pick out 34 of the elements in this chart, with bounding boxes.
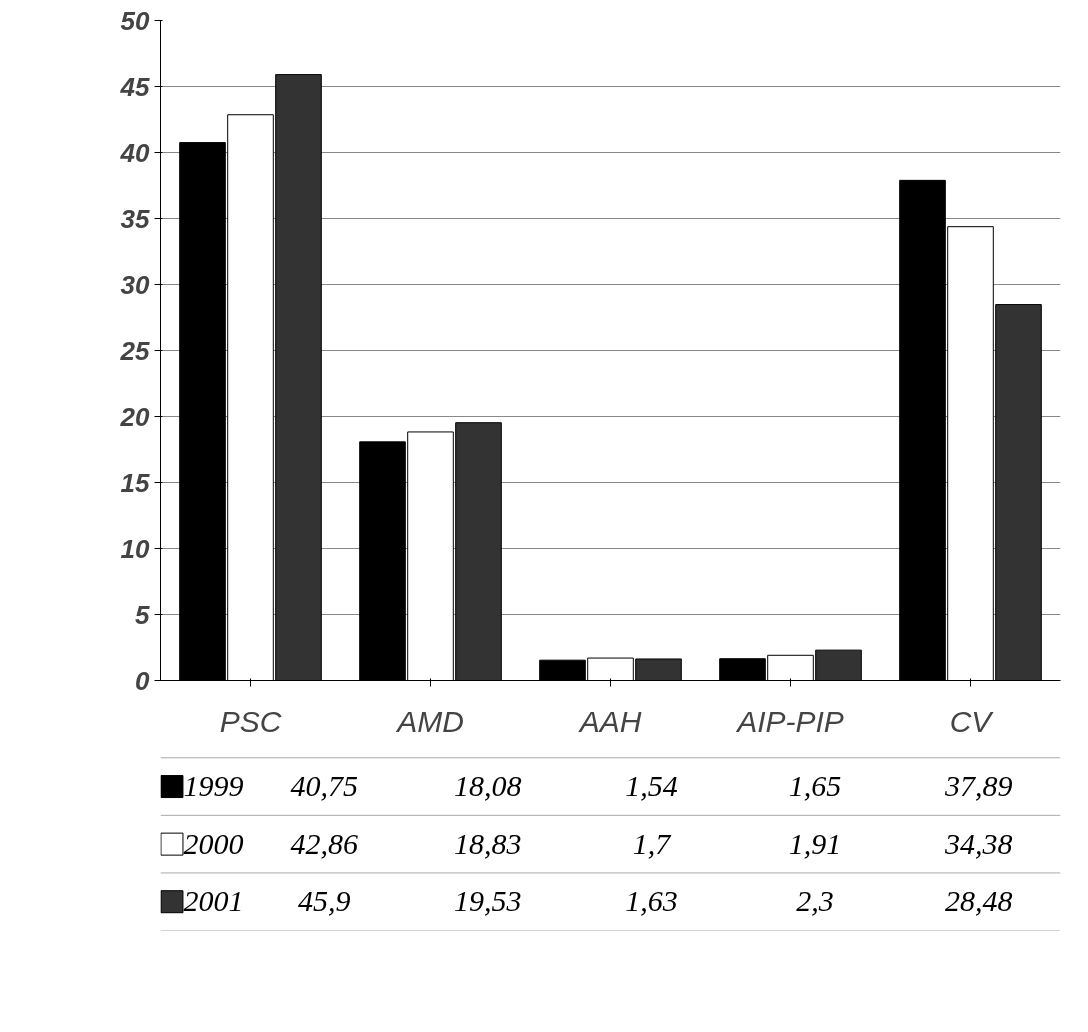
y-tick-label: 5 <box>135 599 151 630</box>
data-label: 1,65 <box>788 769 842 803</box>
legend-label: 2001 <box>183 884 244 918</box>
data-label: 2,3 <box>796 884 834 918</box>
data-label: 37,89 <box>943 769 1013 803</box>
y-tick-label: 0 <box>135 665 151 696</box>
data-label: 42,86 <box>290 826 358 860</box>
data-label: 34,38 <box>943 826 1013 860</box>
data-label: 19,53 <box>454 884 522 918</box>
y-tick-label: 30 <box>120 269 151 300</box>
y-tick-label: 25 <box>119 335 151 366</box>
y-tick-label: 50 <box>120 5 151 36</box>
data-label: 28,48 <box>944 884 1013 918</box>
data-label: 40,75 <box>290 769 358 803</box>
x-tick-label: AIP-PIP <box>735 704 844 738</box>
legend-label: 2000 <box>183 826 244 860</box>
data-label: 45,9 <box>297 884 351 918</box>
data-label: 1,7 <box>632 826 673 860</box>
x-tick-label: AMD <box>395 704 464 738</box>
data-label: 1,63 <box>625 884 678 918</box>
y-tick-label: 40 <box>119 137 151 168</box>
legend-label: 1999 <box>183 769 244 803</box>
data-label: 1,54 <box>625 769 678 803</box>
x-tick-label: AAH <box>577 704 642 738</box>
data-label: 18,83 <box>454 826 522 860</box>
y-tick-label: 20 <box>119 401 151 432</box>
y-tick-label: 15 <box>120 467 151 498</box>
y-tick-label: 35 <box>120 203 151 234</box>
y-tick-label: 45 <box>119 71 151 102</box>
y-tick-label: 10 <box>120 533 151 564</box>
data-label: 1,91 <box>788 826 842 860</box>
x-tick-label: PSC <box>219 704 282 738</box>
x-tick-label: CV <box>949 704 995 738</box>
data-label: 18,08 <box>454 769 522 803</box>
